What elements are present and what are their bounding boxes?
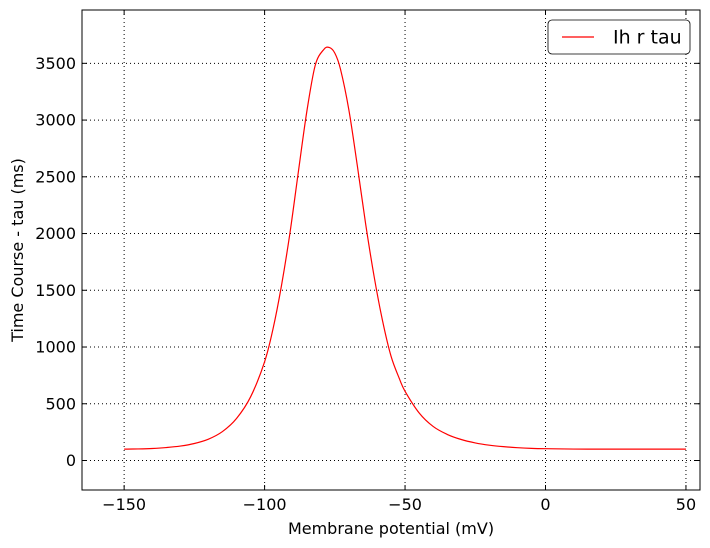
y-tick-label: 1000 — [35, 338, 76, 357]
y-tick-label: 3500 — [35, 54, 76, 73]
x-tick-label: 0 — [540, 495, 550, 514]
x-tick-label: −100 — [243, 495, 287, 514]
ticks — [82, 10, 700, 490]
y-axis-title: Time Course - tau (ms) — [8, 158, 27, 343]
grid — [82, 10, 700, 490]
legend: Ih r tau — [547, 19, 691, 55]
y-tick-label: 2000 — [35, 224, 76, 243]
tick-labels: −150 −100 −50 0 5005001000150020002500300035… — [35, 54, 696, 514]
x-tick-label: −150 — [102, 495, 146, 514]
y-tick-label: 0 — [66, 451, 76, 470]
x-tick-label: −50 — [388, 495, 422, 514]
x-tick-label: 50 — [676, 495, 696, 514]
y-tick-label: 2500 — [35, 167, 76, 186]
x-axis-title: Membrane potential (mV) — [288, 519, 494, 538]
legend-label: Ih r tau — [613, 27, 682, 49]
y-tick-label: 3000 — [35, 111, 76, 130]
y-tick-label: 1500 — [35, 281, 76, 300]
series-layer — [124, 46, 686, 450]
y-tick-label: 500 — [45, 394, 76, 413]
plot-frame — [81, 9, 701, 491]
legend-box — [547, 19, 691, 55]
series-line — [124, 46, 686, 450]
